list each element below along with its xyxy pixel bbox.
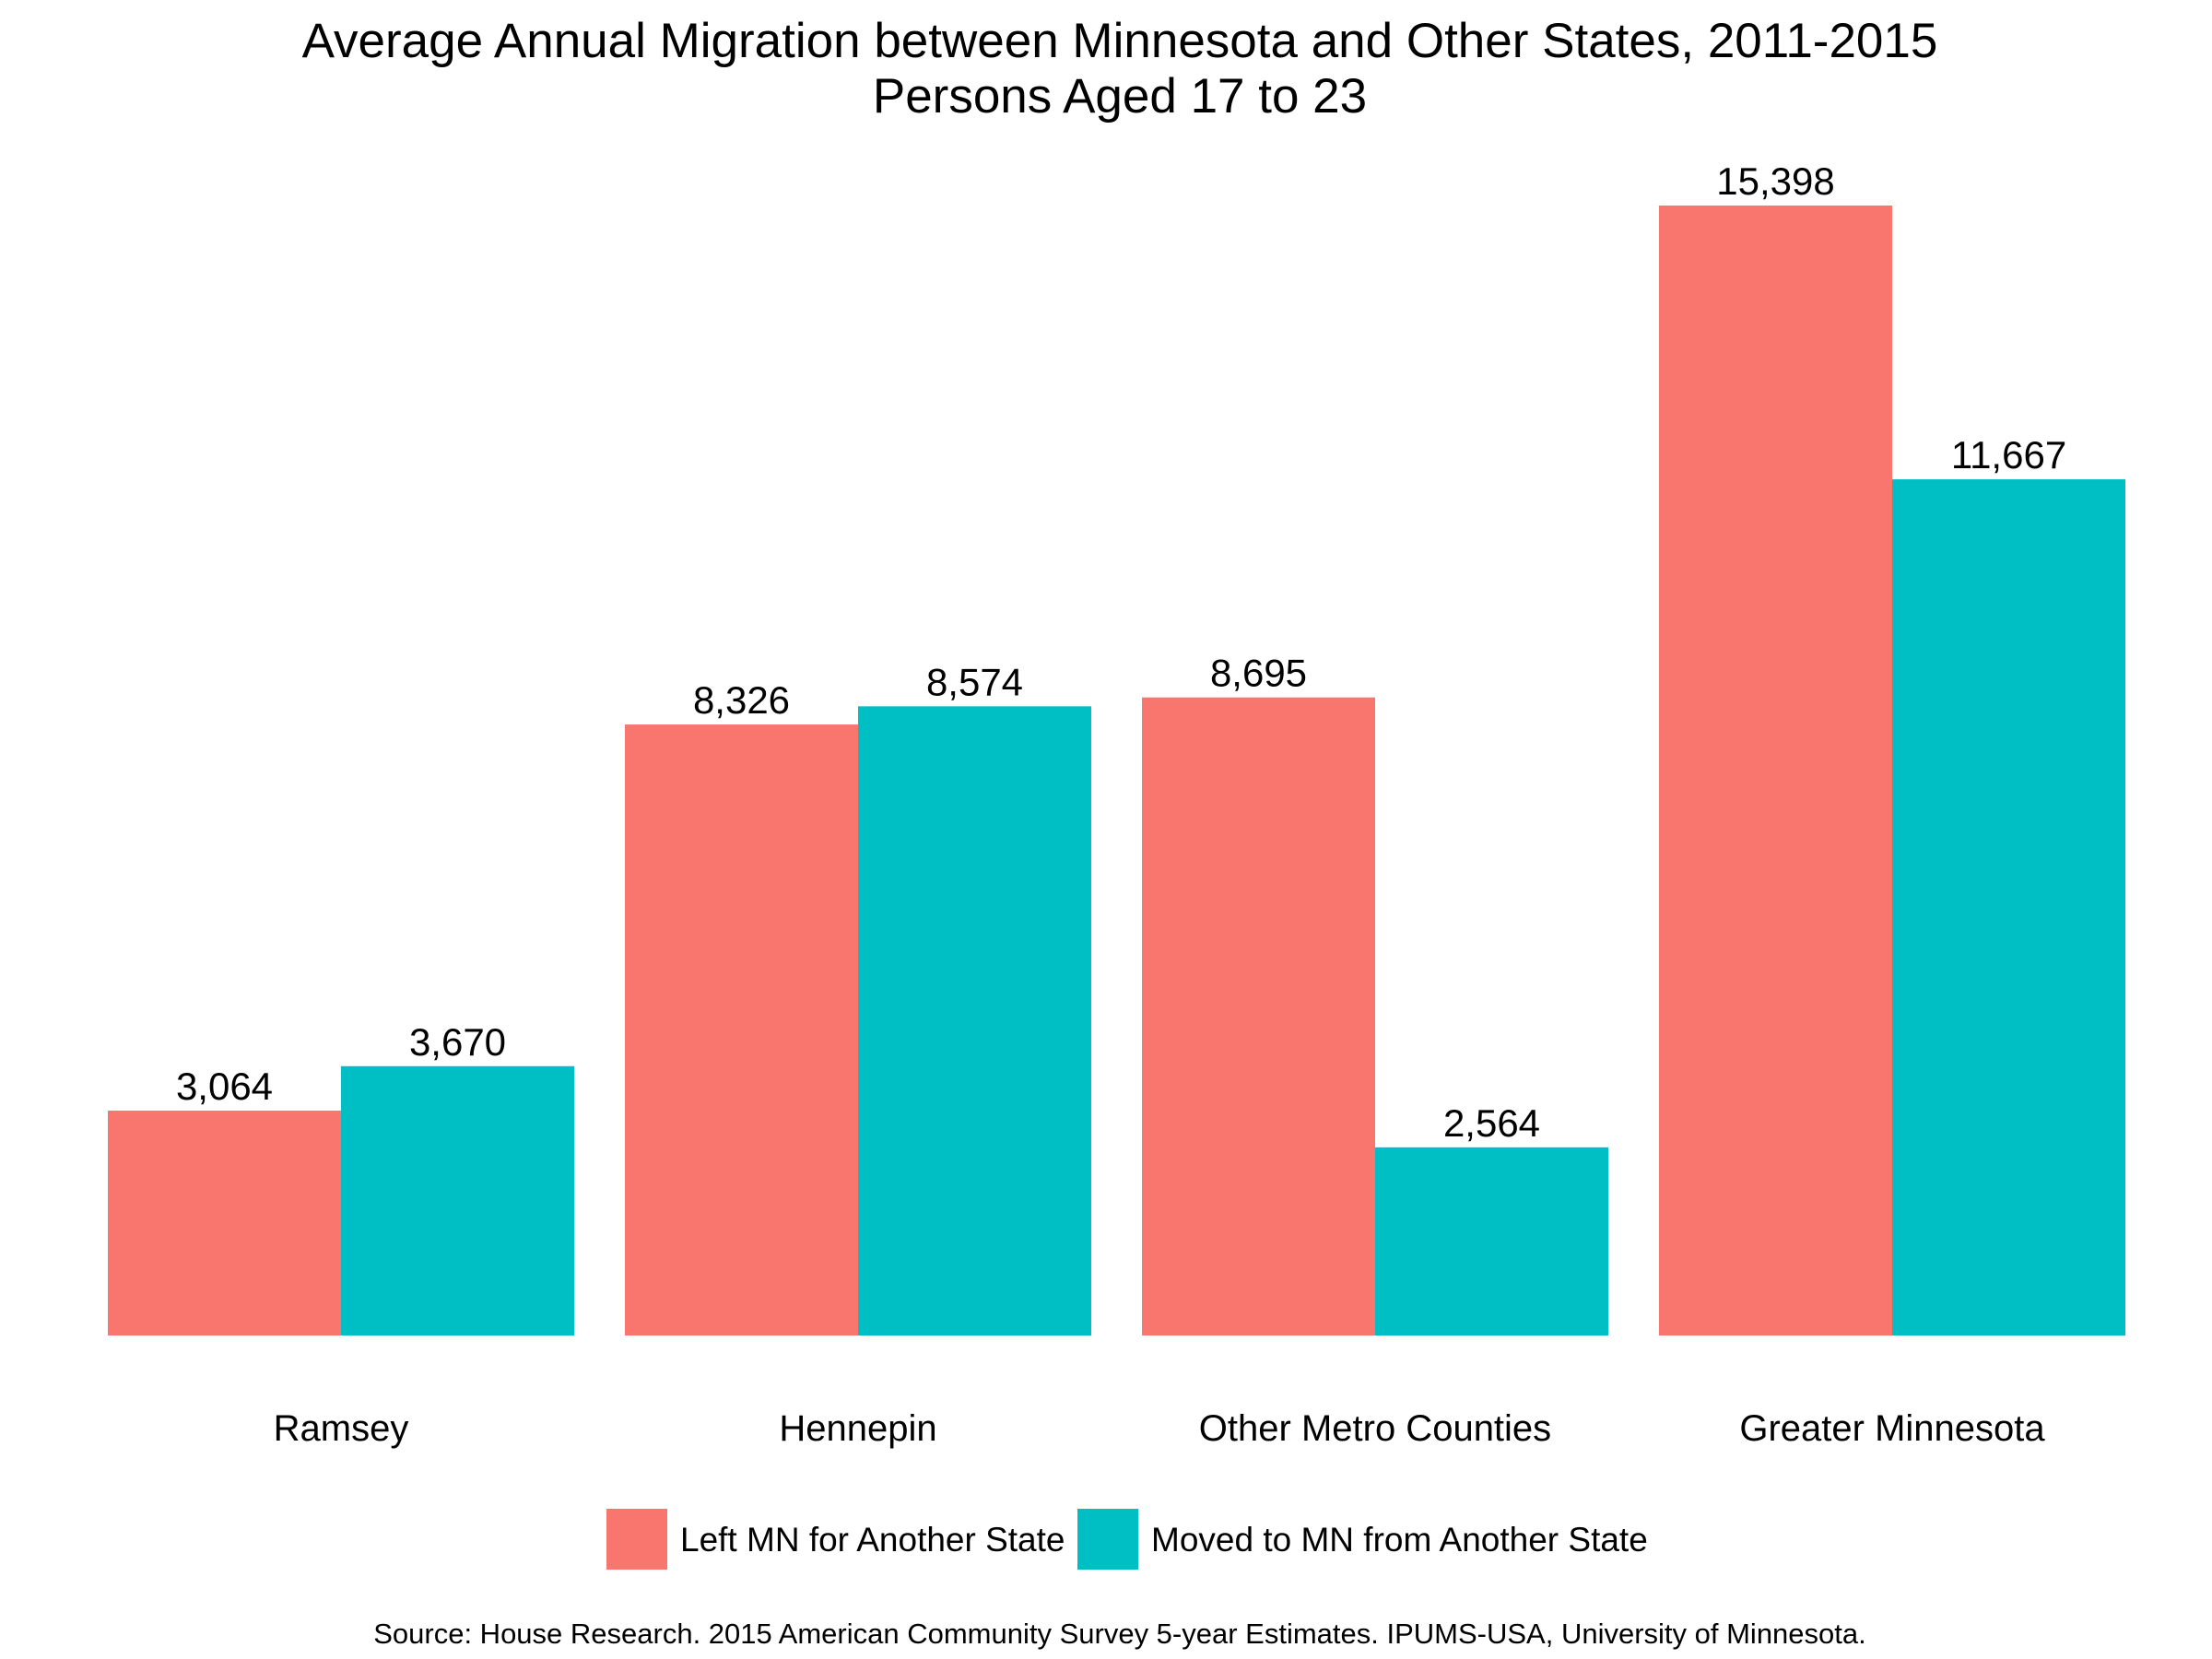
x-tick-label-other-metro-counties: Other Metro Counties xyxy=(1199,1408,1551,1449)
legend-item-left-mn-for-another-state: Left MN for Another State xyxy=(606,1509,1065,1570)
bar-group-hennepin: 8,326 8,574 xyxy=(625,660,1091,1335)
legend-label-left-mn-for-another-state: Left MN for Another State xyxy=(680,1521,1065,1559)
x-tick-label-greater-minnesota: Greater Minnesota xyxy=(1739,1408,2045,1449)
bar-other-metro-counties-left-mn-for-another-state xyxy=(1142,697,1375,1335)
x-tick-label-hennepin: Hennepin xyxy=(779,1408,936,1449)
x-axis: Ramsey Hennepin Other Metro Counties Greate… xyxy=(274,1408,2046,1449)
legend-key-left-mn-for-another-state xyxy=(606,1509,667,1570)
source-note: Source: House Research. 2015 American Co… xyxy=(373,1618,1866,1650)
data-label-other-metro-counties-left-mn-for-another-state: 8,695 xyxy=(1210,652,1307,695)
legend-item-moved-to-mn-from-another-state: Moved to MN from Another State xyxy=(1077,1509,1648,1570)
bar-greater-minnesota-moved-to-mn-from-another-state xyxy=(1892,479,2125,1335)
bar-group-ramsey: 3,064 3,670 xyxy=(108,1020,574,1335)
bar-other-metro-counties-moved-to-mn-from-another-state xyxy=(1375,1147,1608,1335)
x-tick-label-ramsey: Ramsey xyxy=(274,1408,409,1449)
data-label-hennepin-moved-to-mn-from-another-state: 8,574 xyxy=(926,660,1023,703)
data-label-hennepin-left-mn-for-another-state: 8,326 xyxy=(693,678,790,722)
bar-hennepin-moved-to-mn-from-another-state xyxy=(858,706,1091,1335)
bar-group-other-metro-counties: 8,695 2,564 xyxy=(1142,652,1608,1335)
legend: Left MN for Another State Moved to MN fro… xyxy=(606,1509,1648,1570)
data-label-ramsey-left-mn-for-another-state: 3,064 xyxy=(176,1065,273,1108)
chart-title-group: Average Annual Migration between Minneso… xyxy=(302,14,1938,124)
legend-key-moved-to-mn-from-another-state xyxy=(1077,1509,1138,1570)
bar-ramsey-moved-to-mn-from-another-state xyxy=(341,1065,574,1335)
bar-hennepin-left-mn-for-another-state xyxy=(625,724,858,1335)
data-label-ramsey-moved-to-mn-from-another-state: 3,670 xyxy=(409,1020,506,1064)
chart-title: Average Annual Migration between Minneso… xyxy=(302,14,1938,68)
data-label-greater-minnesota-moved-to-mn-from-another-state: 11,667 xyxy=(1951,433,2066,477)
plot-area: 3,064 3,670 8,326 8,574 8,695 2,564 15,398 11,6… xyxy=(108,159,2125,1335)
bar-ramsey-left-mn-for-another-state xyxy=(108,1111,341,1335)
chart-subtitle: Persons Aged 17 to 23 xyxy=(873,69,1367,124)
data-label-other-metro-counties-moved-to-mn-from-another-state: 2,564 xyxy=(1443,1101,1540,1145)
bar-greater-minnesota-left-mn-for-another-state xyxy=(1659,206,1892,1335)
bar-group-greater-minnesota: 15,398 11,667 xyxy=(1659,159,2125,1335)
data-label-greater-minnesota-left-mn-for-another-state: 15,398 xyxy=(1716,159,1834,203)
legend-label-moved-to-mn-from-another-state: Moved to MN from Another State xyxy=(1151,1521,1648,1559)
